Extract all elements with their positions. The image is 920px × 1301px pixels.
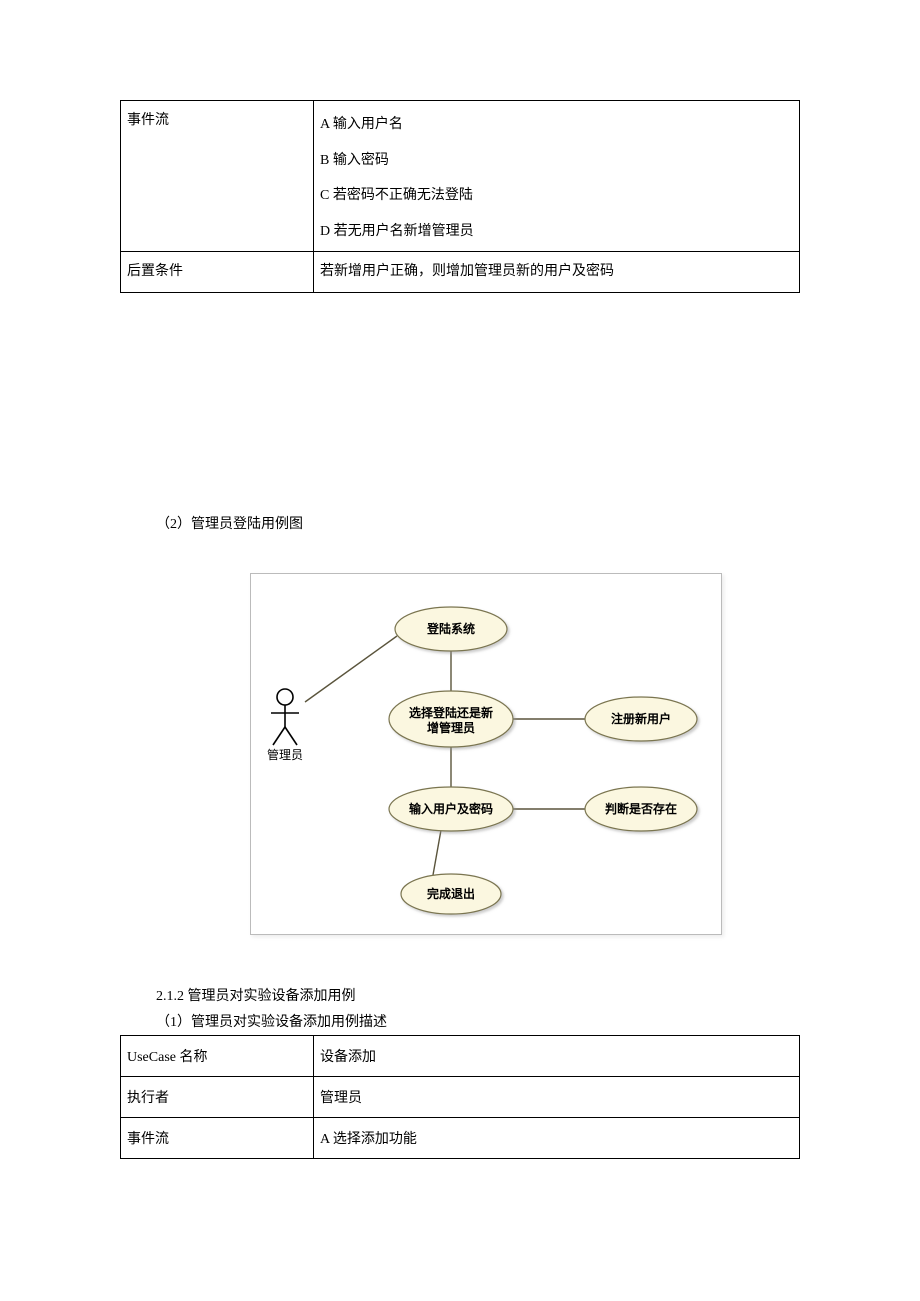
svg-text:增管理员: 增管理员 [427, 720, 475, 735]
row-label: 事件流 [121, 1117, 314, 1158]
flow-step-c: C 若密码不正确无法登陆 [320, 186, 793, 206]
svg-text:注册新用户: 注册新用户 [611, 711, 671, 726]
svg-text:完成退出: 完成退出 [427, 886, 475, 901]
table-row: 后置条件 若新增用户正确，则增加管理员新的用户及密码 [121, 252, 800, 293]
row-value: 管理员 [314, 1076, 800, 1117]
table-row: 事件流 A 输入用户名 B 输入密码 C 若密码不正确无法登陆 D 若无用户名新… [121, 101, 800, 252]
section-title: 2.1.2 管理员对实验设备添加用例 [156, 985, 800, 1005]
table-row: 事件流 A 选择添加功能 [121, 1117, 800, 1158]
use-case-diagram-svg: 登陆系统选择登陆还是新增管理员 注册新用户输入用户及密码 判断是否存在完成退出 管理员 [251, 574, 721, 934]
row-value: A 选择添加功能 [314, 1117, 800, 1158]
event-flow-table: 事件流 A 输入用户名 B 输入密码 C 若密码不正确无法登陆 D 若无用户名新… [120, 100, 800, 293]
svg-text:输入用户及密码: 输入用户及密码 [409, 801, 493, 816]
flow-step-b: B 输入密码 [320, 151, 793, 171]
row-value: A 输入用户名 B 输入密码 C 若密码不正确无法登陆 D 若无用户名新增管理员 [314, 101, 800, 252]
table-row: 执行者 管理员 [121, 1076, 800, 1117]
row-label: 事件流 [121, 101, 314, 252]
usecase-description-table: UseCase 名称 设备添加 执行者 管理员 事件流 A 选择添加功能 [120, 1035, 800, 1159]
diagram-caption: （2）管理员登陆用例图 [156, 513, 800, 533]
row-label: 执行者 [121, 1076, 314, 1117]
svg-text:登陆系统: 登陆系统 [426, 621, 475, 636]
use-case-diagram: 登陆系统选择登陆还是新增管理员 注册新用户输入用户及密码 判断是否存在完成退出 管理员 [250, 573, 722, 935]
table-row: UseCase 名称 设备添加 [121, 1035, 800, 1076]
section-subtitle: （1）管理员对实验设备添加用例描述 [156, 1011, 800, 1031]
flow-step-d: D 若无用户名新增管理员 [320, 222, 793, 242]
flow-step-a: A 输入用户名 [320, 115, 793, 135]
row-label: UseCase 名称 [121, 1035, 314, 1076]
row-value: 设备添加 [314, 1035, 800, 1076]
svg-text:管理员: 管理员 [267, 747, 303, 762]
row-label: 后置条件 [121, 252, 314, 293]
svg-text:判断是否存在: 判断是否存在 [605, 801, 677, 816]
row-value: 若新增用户正确，则增加管理员新的用户及密码 [314, 252, 800, 293]
svg-text:选择登陆还是新: 选择登陆还是新 [409, 705, 493, 720]
